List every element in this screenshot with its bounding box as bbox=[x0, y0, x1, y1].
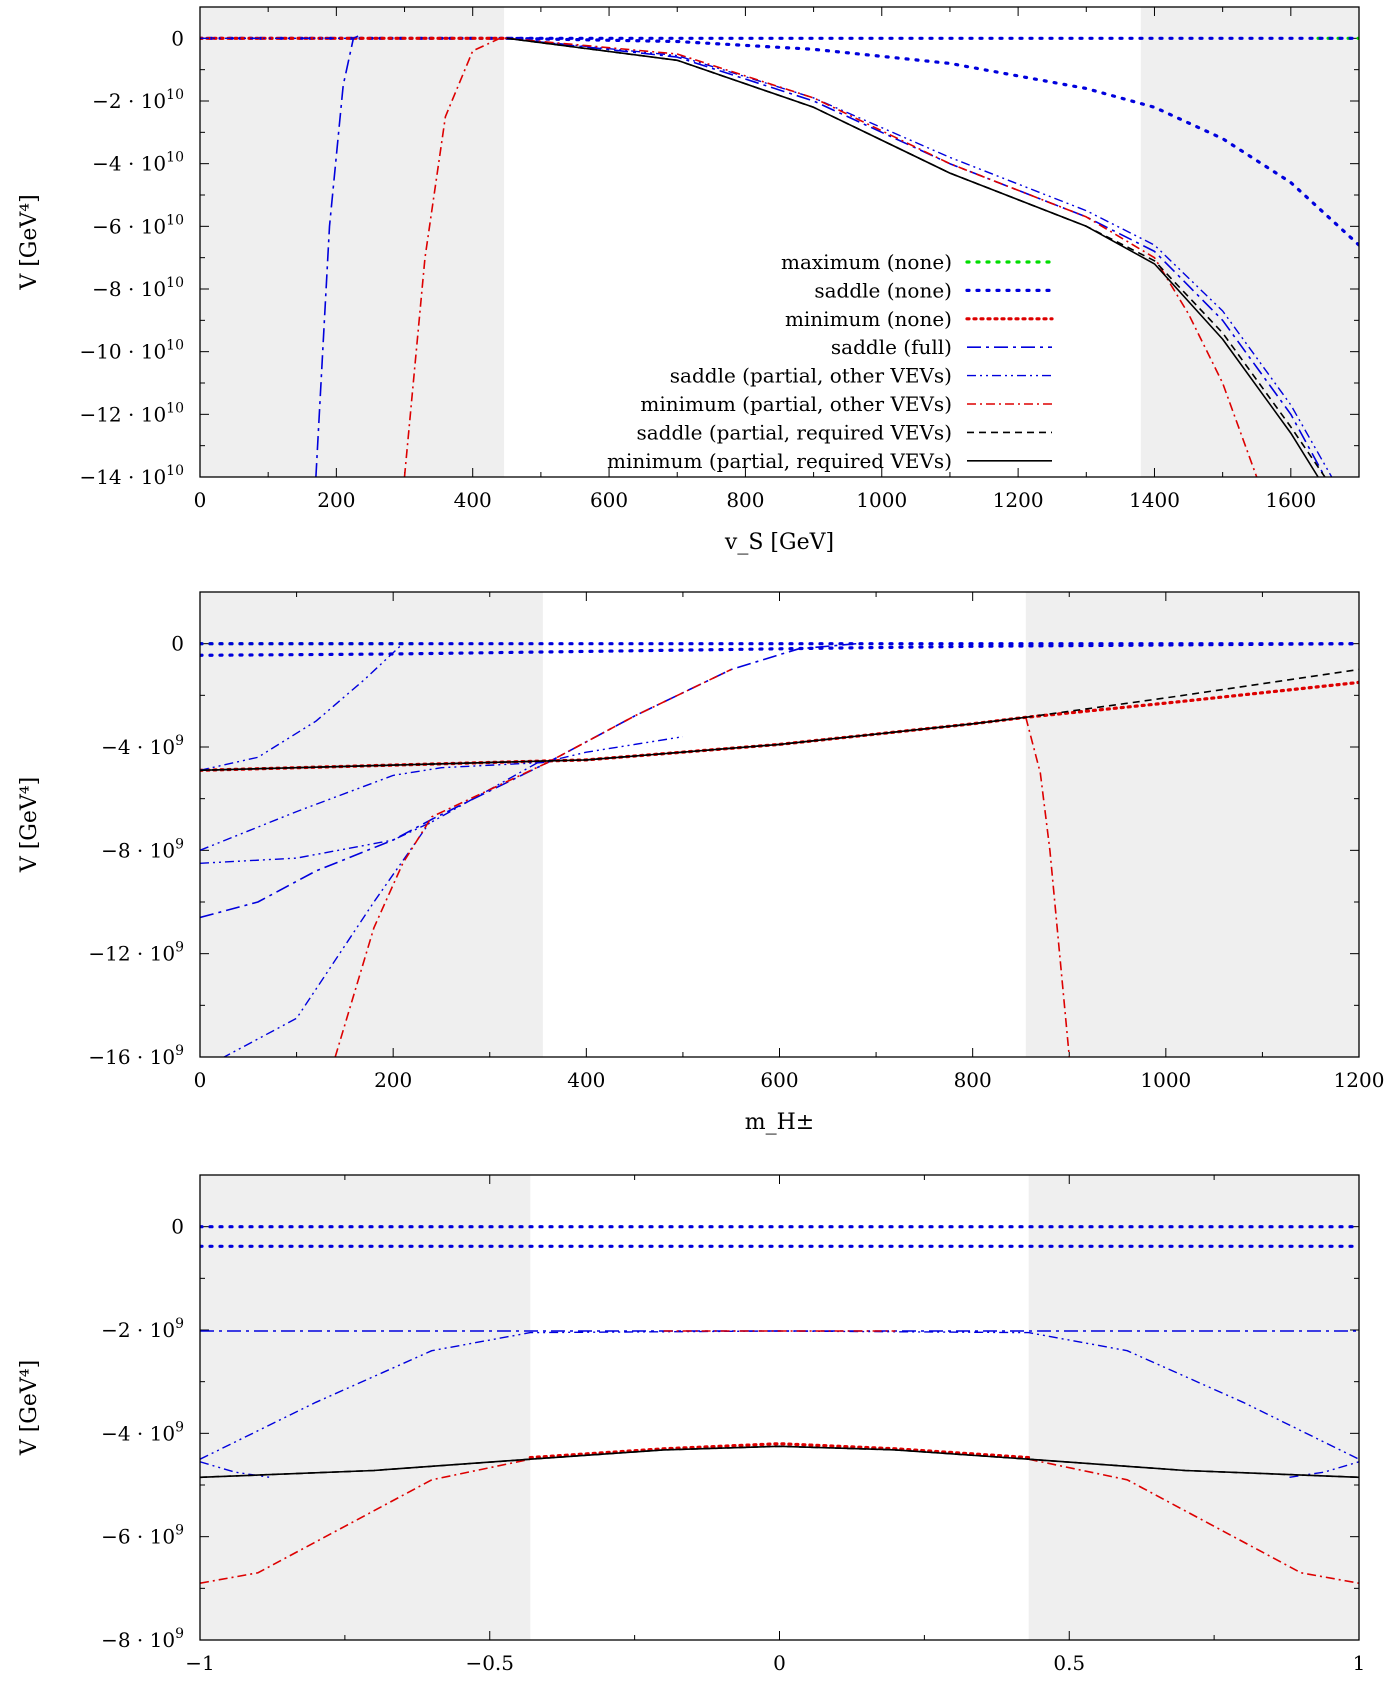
chart-panel-1: 0 200 400 600 800 1000 1200 1400 1600 0 −2 · 1010 −… bbox=[17, 6, 1360, 555]
x-tick-label: 400 bbox=[454, 488, 492, 512]
y-tick-label: −10 · 1010 bbox=[79, 338, 184, 364]
chart-panel-2: 0 200 400 600 800 1000 1200 0 −4 · 109 −8 · 109 −1… bbox=[17, 591, 1385, 1135]
y-tick-label: −14 · 1010 bbox=[79, 463, 184, 489]
series-line-saddle-full- bbox=[315, 34, 361, 477]
legend-label: minimum (none) bbox=[785, 307, 952, 331]
series-line-saddle-partial-other-vevs- bbox=[200, 761, 539, 864]
series-line-saddle-partial-other-vevs- bbox=[200, 736, 684, 851]
y-tick-label: 0 bbox=[171, 1215, 184, 1239]
series-line-saddle-partial-other-vevs- bbox=[222, 818, 433, 1057]
series-line-saddle-partial-other-vevs- bbox=[506, 37, 1333, 477]
legend-label: saddle (none) bbox=[814, 278, 952, 302]
x-tick-label: 0.5 bbox=[1053, 1651, 1085, 1675]
chart-panel-3: −1 −0.5 0 0.5 1 0 −2 · 109 −4 · 109 −6 · 109 −8 ·… bbox=[17, 1174, 1366, 1675]
x-tick-label: 1200 bbox=[1334, 1068, 1385, 1092]
x-tick-label: 1000 bbox=[1140, 1068, 1191, 1092]
legend-label: saddle (partial, other VEVs) bbox=[670, 364, 952, 388]
shaded-region-1 bbox=[200, 7, 505, 477]
series-group bbox=[200, 34, 1359, 477]
y-tick-label: −6 · 1010 bbox=[92, 212, 184, 238]
y-tick-label: −16 · 109 bbox=[88, 1043, 184, 1069]
y-tick-label: −8 · 109 bbox=[101, 836, 184, 862]
y-tick-label: −12 · 109 bbox=[88, 940, 184, 966]
series-line-saddle-partial-other-vevs- bbox=[200, 643, 404, 771]
x-tick-label: 0 bbox=[194, 488, 207, 512]
x-tick-label: 600 bbox=[590, 488, 628, 512]
x-axis-label: v_S [GeV] bbox=[724, 530, 834, 555]
y-tick-label: −6 · 109 bbox=[101, 1523, 184, 1549]
x-tick-label: −0.5 bbox=[465, 1651, 514, 1675]
series-line-minimum-partial-required-vevs- bbox=[200, 716, 1026, 772]
x-tick-label: 1200 bbox=[993, 488, 1044, 512]
x-tick-label: 1400 bbox=[1129, 488, 1180, 512]
y-tick-label: −4 · 109 bbox=[101, 1419, 184, 1445]
series-line-saddle-none- bbox=[505, 36, 1359, 247]
y-axis-label: V [GeV⁴] bbox=[17, 777, 42, 873]
y-tick-label: −8 · 1010 bbox=[92, 275, 184, 301]
legend: maximum (none) saddle (none) minimum (none… bbox=[607, 250, 1054, 473]
legend-label: minimum (partial, required VEVs) bbox=[607, 449, 952, 473]
series-line-minimum-partial-other-vevs- bbox=[200, 1458, 531, 1584]
y-tick-label: −4 · 109 bbox=[101, 733, 184, 759]
x-tick-label: 1000 bbox=[856, 488, 907, 512]
x-tick-label: 800 bbox=[726, 488, 764, 512]
series-group bbox=[200, 1225, 1359, 1584]
series-line-minimum-partial-other-vevs- bbox=[506, 37, 1258, 477]
y-tick-label: −4 · 1010 bbox=[92, 150, 184, 176]
shaded-region-2 bbox=[1025, 592, 1359, 1057]
y-tick-label: −8 · 109 bbox=[101, 1626, 184, 1652]
series-line-minimum-partial-required-vevs- bbox=[506, 37, 1319, 477]
x-tick-label: 0 bbox=[194, 1068, 207, 1092]
shaded-region-2 bbox=[1140, 7, 1359, 477]
series-line-minimum-partial-required-vevs- bbox=[200, 1445, 1359, 1479]
series-line-saddle-full- bbox=[506, 37, 1326, 477]
plot-frame bbox=[199, 6, 1360, 478]
series-line-minimum-partial-other-vevs- bbox=[1028, 1458, 1359, 1584]
x-tick-label: 1 bbox=[1353, 1651, 1366, 1675]
y-tick-label: −2 · 109 bbox=[101, 1316, 184, 1342]
x-tick-label: 600 bbox=[760, 1068, 798, 1092]
x-tick-label: 400 bbox=[567, 1068, 605, 1092]
series-line-minimum-partial-other-vevs- bbox=[334, 668, 732, 1057]
y-tick-label: 0 bbox=[171, 26, 184, 50]
plot-frame bbox=[199, 591, 1360, 1058]
series-line-saddle-none- bbox=[200, 642, 1359, 657]
series-group bbox=[200, 642, 1359, 1057]
y-axis-label: V [GeV⁴] bbox=[17, 1360, 42, 1456]
series-line-minimum-partial-other-vevs- bbox=[1025, 717, 1071, 1057]
shaded-region-1 bbox=[200, 1175, 531, 1640]
legend-label: saddle (full) bbox=[831, 335, 952, 359]
x-tick-label: 1600 bbox=[1265, 488, 1316, 512]
x-tick-label: −1 bbox=[185, 1651, 214, 1675]
x-axis-label: m_H± bbox=[745, 1110, 814, 1135]
legend-label: saddle (partial, required VEVs) bbox=[636, 420, 952, 444]
shaded-region-2 bbox=[1028, 1175, 1359, 1640]
x-tick-label: 200 bbox=[374, 1068, 412, 1092]
y-tick-label: −2 · 1010 bbox=[92, 87, 184, 113]
x-tick-label: 800 bbox=[954, 1068, 992, 1092]
y-tick-label: 0 bbox=[171, 632, 184, 656]
x-tick-label: 200 bbox=[317, 488, 355, 512]
y-tick-label: −12 · 1010 bbox=[79, 400, 184, 426]
legend-label: maximum (none) bbox=[781, 250, 952, 274]
plot-frame bbox=[199, 1174, 1360, 1641]
shaded-region-1 bbox=[200, 592, 543, 1057]
legend-label: minimum (partial, other VEVs) bbox=[640, 392, 952, 416]
y-axis-label: V [GeV⁴] bbox=[17, 194, 42, 290]
series-line-saddle-full- bbox=[200, 642, 857, 919]
x-tick-label: 0 bbox=[773, 1651, 786, 1675]
